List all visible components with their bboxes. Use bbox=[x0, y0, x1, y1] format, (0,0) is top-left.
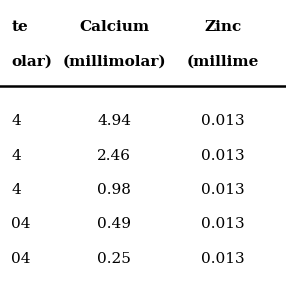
Text: 0.98: 0.98 bbox=[98, 183, 131, 197]
Text: 04: 04 bbox=[11, 217, 31, 231]
Text: 0.013: 0.013 bbox=[201, 114, 245, 128]
Text: 0.013: 0.013 bbox=[201, 217, 245, 231]
Text: Calcium: Calcium bbox=[79, 20, 150, 34]
Text: olar): olar) bbox=[11, 54, 52, 68]
Text: 4: 4 bbox=[11, 149, 21, 163]
Text: 0.013: 0.013 bbox=[201, 183, 245, 197]
Text: te: te bbox=[11, 20, 28, 34]
Text: (millime: (millime bbox=[187, 54, 259, 68]
Text: 4: 4 bbox=[11, 114, 21, 128]
Text: 0.013: 0.013 bbox=[201, 252, 245, 266]
Text: 4: 4 bbox=[11, 183, 21, 197]
Text: Zinc: Zinc bbox=[204, 20, 242, 34]
Text: 2.46: 2.46 bbox=[98, 149, 131, 163]
Text: (millimolar): (millimolar) bbox=[63, 54, 166, 68]
Text: 0.013: 0.013 bbox=[201, 149, 245, 163]
Text: 04: 04 bbox=[11, 252, 31, 266]
Text: 4.94: 4.94 bbox=[98, 114, 131, 128]
Text: 0.49: 0.49 bbox=[98, 217, 131, 231]
Text: 0.25: 0.25 bbox=[98, 252, 131, 266]
